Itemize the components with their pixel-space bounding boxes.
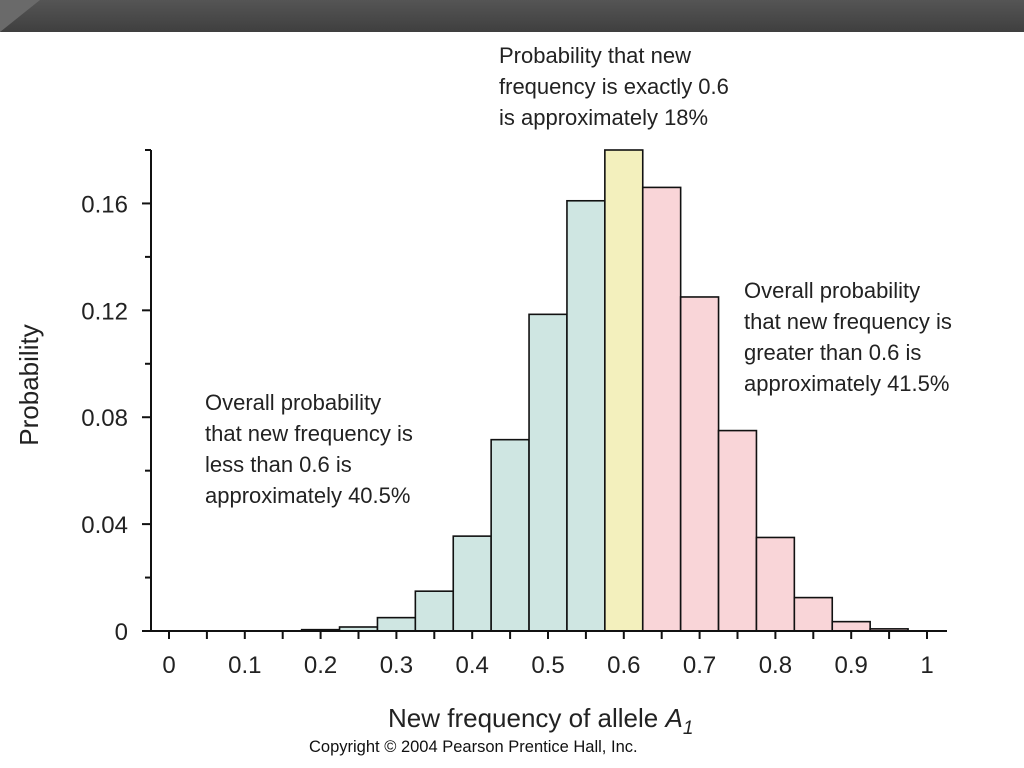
y-tick-label: 0.12 [81,298,128,325]
x-tick-label: 0 [162,652,175,679]
tick-labels-group: 0 0.04 0.08 0.12 0.16 0 0.1 0.2 0.3 0.4 0.5 0.6 0.7 0… [81,191,933,679]
histogram-bar-greater [831,620,871,632]
histogram-bar-exact [604,149,644,632]
y-tick-label: 0.16 [81,191,128,218]
x-axis-title-subscript: 1 [683,718,694,739]
bars-group [300,149,909,632]
annotation-exact-probability: Probability that new frequency is exactl… [499,43,729,130]
histogram-bar-less [414,590,455,632]
y-tick-label: 0.04 [81,512,128,539]
x-tick-label: 0.4 [456,652,489,679]
histogram-bar-greater [793,596,834,632]
histogram-bar-less [566,199,606,632]
x-tick-label: 1 [920,652,933,679]
annotation-greater-probability: Overall probability that new frequency i… [744,278,952,396]
histogram-bar-less [490,438,530,632]
annotation-less-probability: Overall probability that new frequency i… [205,390,413,508]
x-tick-label: 0.1 [228,652,261,679]
axes-group [142,149,947,639]
y-tick-label: 0.08 [81,405,128,432]
x-tick-label: 0.3 [380,652,413,679]
histogram-bar-less [376,616,417,632]
slide-top-bar [0,0,1024,32]
x-tick-label: 0.6 [607,652,640,679]
histogram-bar-greater [641,186,682,632]
histogram-bar-greater [755,536,796,632]
x-axis-title-text: New frequency of allele [388,703,665,733]
histogram-bar-less [528,313,568,632]
x-tick-label: 0.9 [835,652,868,679]
x-tick-label: 0.2 [304,652,337,679]
histogram-bar-greater [717,429,758,632]
y-axis-title: Probability [14,324,44,445]
copyright-notice: Copyright © 2004 Pearson Prentice Hall, … [309,738,638,756]
x-tick-label: 0.7 [683,652,716,679]
x-axis-title: New frequency of allele A1 [388,703,693,739]
histogram-bar-greater [679,296,720,632]
x-axis-title-symbol: A [663,703,682,733]
histogram-bar-less [452,535,492,632]
x-tick-label: 0.5 [531,652,564,679]
top-bar-corner [0,0,40,32]
x-tick-label: 0.8 [759,652,792,679]
y-tick-label: 0 [115,619,128,646]
